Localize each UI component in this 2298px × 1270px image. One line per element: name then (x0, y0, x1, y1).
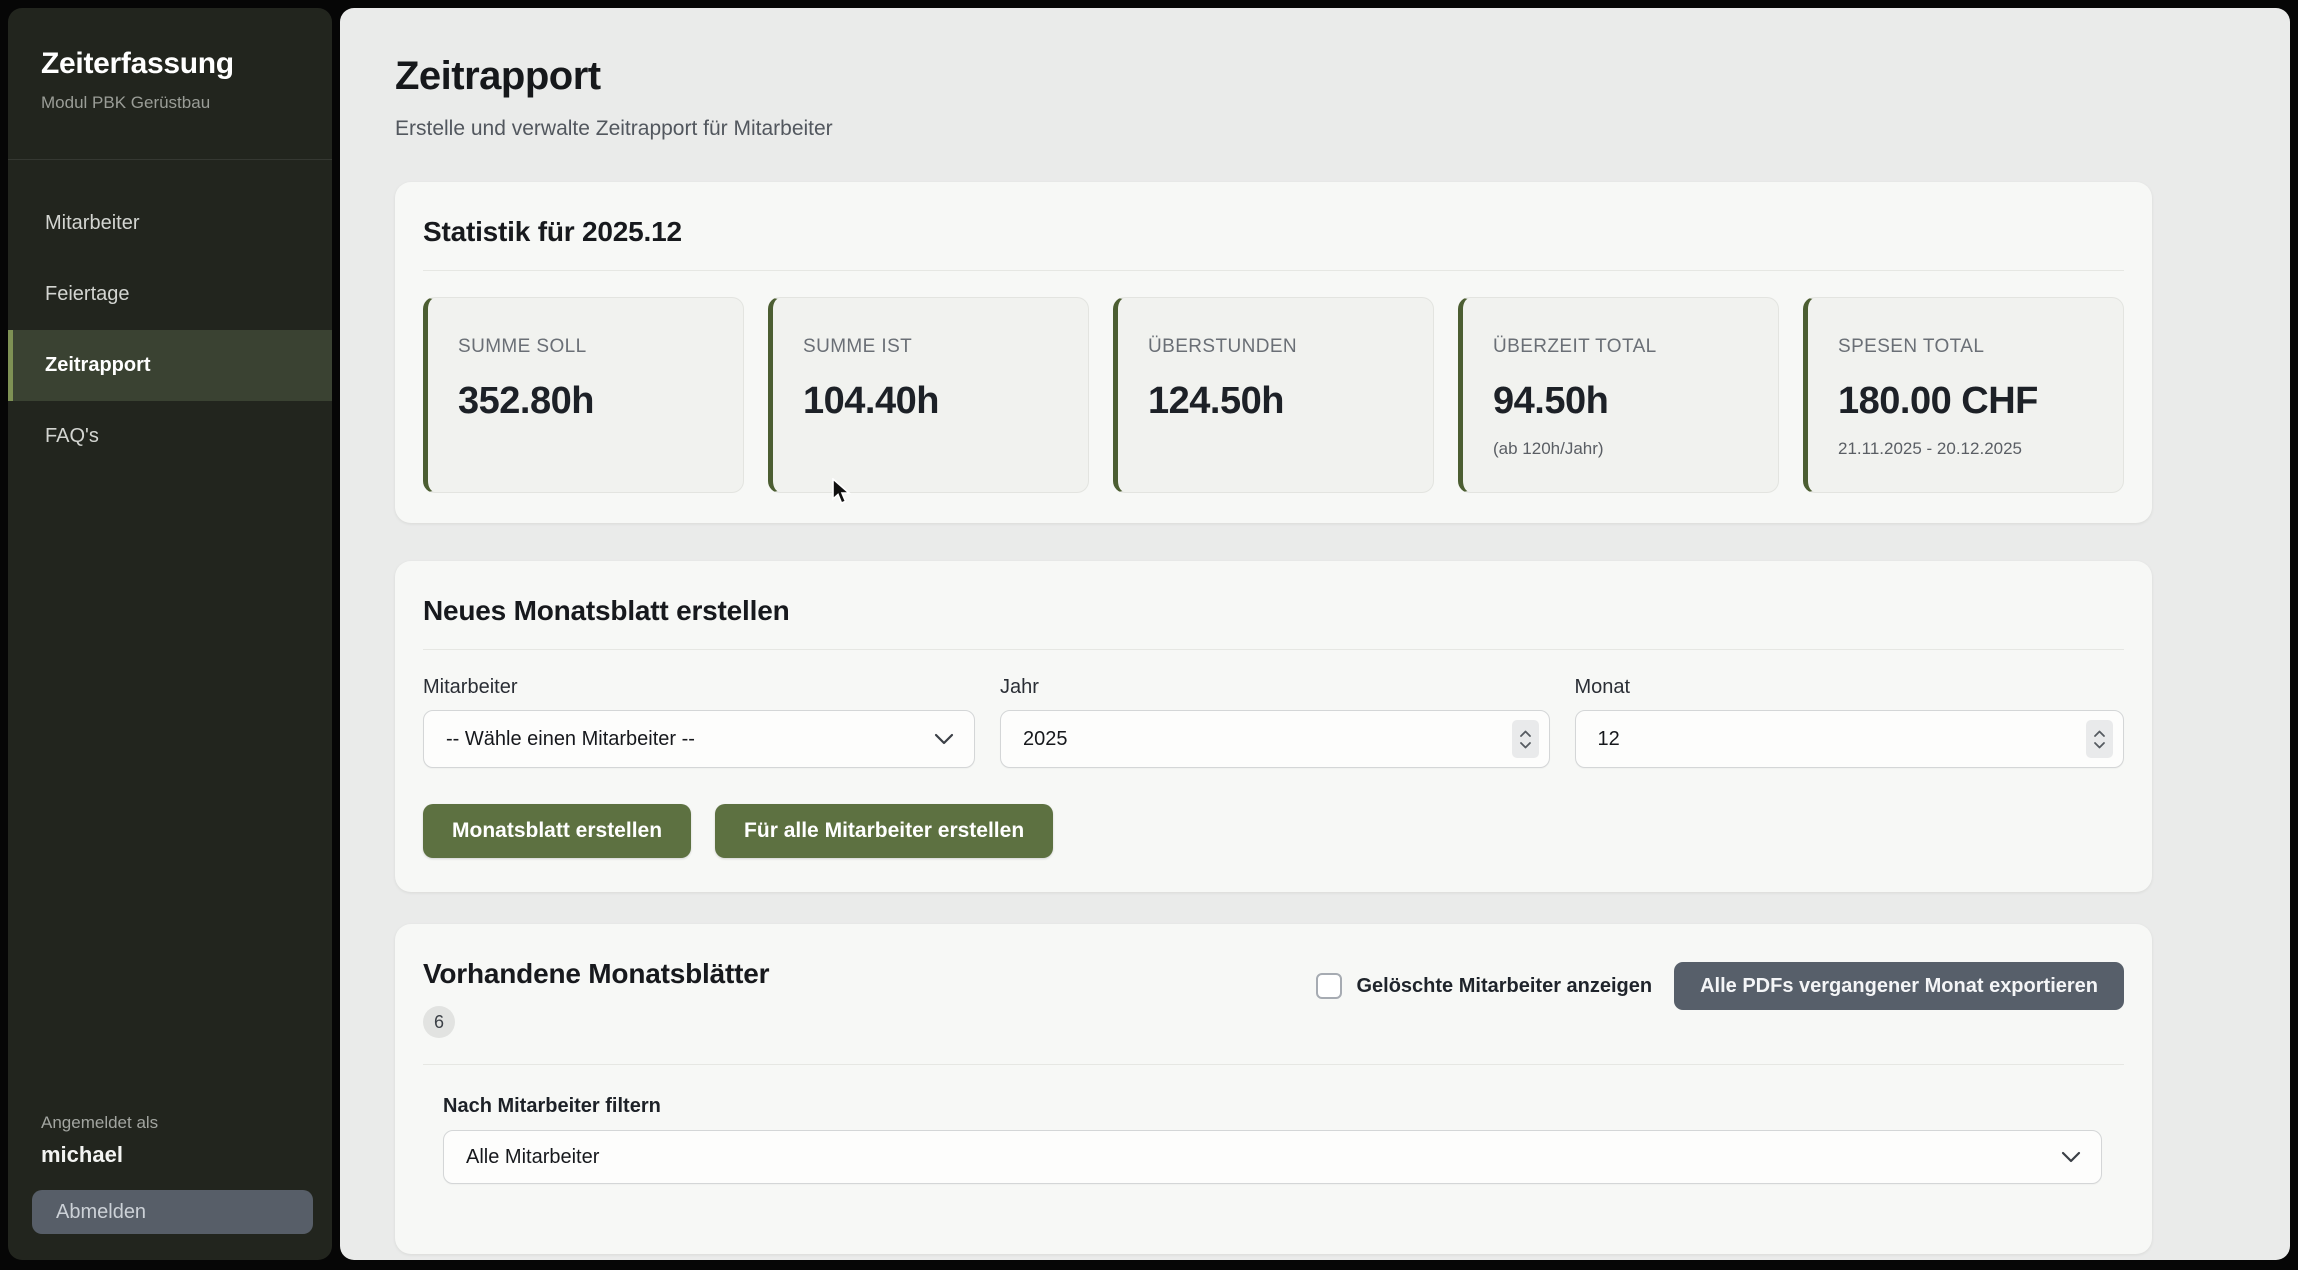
jahr-input[interactable] (1023, 727, 1527, 751)
export-pdfs-button[interactable]: Alle PDFs vergangener Monat exportieren (1674, 962, 2124, 1010)
stat-label: SUMME SOLL (458, 336, 587, 357)
filter-select-value: Alle Mitarbeiter (466, 1145, 600, 1168)
create-sheet-card: Neues Monatsblatt erstellen Mitarbeiter … (395, 561, 2152, 892)
mitarbeiter-select[interactable]: -- Wähle einen Mitarbeiter -- (423, 710, 975, 768)
filter-label: Nach Mitarbeiter filtern (443, 1095, 661, 1117)
field-mitarbeiter: Mitarbeiter -- Wähle einen Mitarbeiter -… (423, 676, 975, 768)
divider (423, 1064, 2124, 1065)
stat-label: SPESEN TOTAL (1838, 336, 1985, 357)
sheets-title: Vorhandene Monatsblätter (423, 958, 770, 989)
stat-value: 124.50h (1148, 380, 1284, 422)
show-deleted-checkbox[interactable] (1316, 973, 1343, 999)
stat-value: 180.00 CHF (1838, 380, 2038, 422)
monat-input-wrap (1574, 710, 2124, 768)
logout-button[interactable]: Abmelden (32, 1190, 313, 1234)
sidebar-item-label: FAQ's (45, 425, 99, 447)
show-deleted-checkbox-group[interactable]: Gelöschte Mitarbeiter anzeigen (1316, 973, 1652, 999)
field-monat: Monat (1574, 676, 2124, 768)
sheets-count-badge: 6 (423, 1006, 455, 1038)
monat-label: Monat (1574, 676, 1631, 698)
sheets-header: Vorhandene Monatsblätter 6 Gelöschte Mit… (423, 954, 2124, 1038)
app-title: Zeiterfassung (41, 47, 234, 80)
number-stepper-icon[interactable] (2086, 720, 2113, 758)
sidebar-nav: Mitarbeiter Feiertage Zeitrapport FAQ's (8, 188, 332, 472)
stat-note: (ab 120h/Jahr) (1493, 439, 1604, 458)
stat-label: SUMME IST (803, 336, 913, 357)
sidebar: Zeiterfassung Modul PBK Gerüstbau Mitarb… (8, 8, 332, 1260)
sidebar-footer: Angemeldet als michael Abmelden (8, 1113, 332, 1260)
stat-tile-ueberstunden: ÜBERSTUNDEN 124.50h (1113, 297, 1434, 493)
sidebar-divider (8, 159, 332, 160)
create-buttons: Monatsblatt erstellen Für alle Mitarbeit… (423, 804, 2124, 862)
sidebar-item-faqs[interactable]: FAQ's (8, 401, 332, 472)
page-subtitle: Erstelle und verwalte Zeitrapport für Mi… (395, 117, 833, 140)
create-form: Mitarbeiter -- Wähle einen Mitarbeiter -… (423, 676, 2124, 768)
sidebar-item-label: Feiertage (45, 283, 130, 305)
filter-mitarbeiter-select[interactable]: Alle Mitarbeiter (443, 1130, 2102, 1184)
chevron-down-icon (2061, 1151, 2081, 1163)
sidebar-item-zeitrapport[interactable]: Zeitrapport (8, 330, 332, 401)
statistics-card: Statistik für 2025.12 SUMME SOLL 352.80h… (395, 182, 2152, 523)
stat-value: 94.50h (1493, 380, 1609, 422)
jahr-input-wrap (1000, 710, 1550, 768)
username: michael (41, 1142, 123, 1167)
divider (423, 649, 2124, 650)
app-subtitle: Modul PBK Gerüstbau (41, 93, 211, 112)
mitarbeiter-label: Mitarbeiter (423, 676, 518, 698)
show-deleted-label: Gelöschte Mitarbeiter anzeigen (1356, 974, 1653, 997)
mitarbeiter-select-value: -- Wähle einen Mitarbeiter -- (446, 727, 695, 750)
stat-tile-summe-soll: SUMME SOLL 352.80h (423, 297, 744, 493)
sidebar-header: Zeiterfassung Modul PBK Gerüstbau (8, 8, 332, 159)
main-content: Zeitrapport Erstelle und verwalte Zeitra… (340, 8, 2290, 1260)
jahr-label: Jahr (1000, 676, 1039, 698)
sidebar-item-label: Zeitrapport (45, 354, 151, 376)
statistics-title: Statistik für 2025.12 (423, 216, 682, 247)
sheets-actions: Gelöschte Mitarbeiter anzeigen Alle PDFs… (1316, 962, 2124, 1010)
stat-tile-spesen-total: SPESEN TOTAL 180.00 CHF 21.11.2025 - 20.… (1803, 297, 2124, 493)
field-jahr: Jahr (1000, 676, 1550, 768)
monat-input[interactable] (1597, 727, 2101, 751)
sidebar-item-feiertage[interactable]: Feiertage (8, 259, 332, 330)
stat-tile-summe-ist: SUMME IST 104.40h (768, 297, 1089, 493)
signed-in-label: Angemeldet als (41, 1113, 159, 1132)
stat-tile-ueberzeit-total: ÜBERZEIT TOTAL 94.50h (ab 120h/Jahr) (1458, 297, 1779, 493)
stat-label: ÜBERSTUNDEN (1148, 336, 1298, 357)
stat-value: 352.80h (458, 380, 594, 422)
stat-note: 21.11.2025 - 20.12.2025 (1838, 439, 2023, 458)
divider (423, 270, 2124, 271)
chevron-down-icon (934, 733, 954, 745)
filter-block: Nach Mitarbeiter filtern Alle Mitarbeite… (443, 1095, 2102, 1184)
stat-value: 104.40h (803, 380, 939, 422)
create-sheet-title: Neues Monatsblatt erstellen (423, 595, 790, 626)
create-sheet-button[interactable]: Monatsblatt erstellen (423, 804, 692, 858)
number-stepper-icon[interactable] (1511, 720, 1539, 758)
sidebar-item-mitarbeiter[interactable]: Mitarbeiter (8, 188, 332, 259)
page-title: Zeitrapport (395, 54, 601, 98)
stat-row: SUMME SOLL 352.80h SUMME IST 104.40h ÜBE… (423, 297, 2124, 493)
create-all-sheets-button[interactable]: Für alle Mitarbeiter erstellen (715, 804, 1054, 858)
stat-label: ÜBERZEIT TOTAL (1493, 336, 1657, 357)
sidebar-item-label: Mitarbeiter (45, 212, 140, 234)
sheets-title-block: Vorhandene Monatsblätter 6 (423, 954, 769, 1038)
existing-sheets-card: Vorhandene Monatsblätter 6 Gelöschte Mit… (395, 924, 2152, 1254)
